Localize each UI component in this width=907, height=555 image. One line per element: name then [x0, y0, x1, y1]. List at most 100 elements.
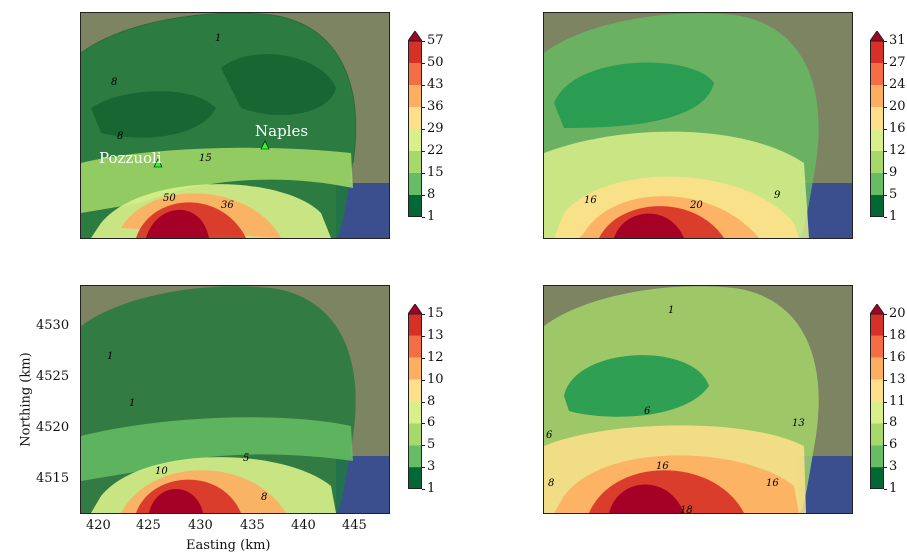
- x-tick-label: 425: [136, 518, 161, 533]
- colorbar-tick-mark: [422, 151, 425, 152]
- contour-label: 1: [107, 351, 113, 362]
- colorbar-tick-mark: [422, 63, 425, 64]
- colorbar-segment: [870, 379, 884, 402]
- colorbar-segment: [408, 335, 422, 358]
- colorbar-tick-mark: [422, 129, 425, 130]
- colorbar-tick-label: 8: [889, 415, 898, 431]
- colorbar-border: [408, 313, 422, 489]
- colorbar-tick-mark: [422, 85, 425, 86]
- colorbar-segment: [408, 107, 422, 129]
- colorbar-tick-mark: [884, 63, 887, 64]
- colorbar-segment: [870, 85, 884, 107]
- colorbar-tick-mark: [422, 357, 425, 359]
- colorbar-tick-mark: [422, 107, 425, 108]
- x-axis-label: Easting (km): [186, 538, 271, 553]
- colorbar-tick-mark: [884, 357, 887, 359]
- contour-label: 18: [680, 505, 693, 513]
- contour-label: 8: [548, 478, 554, 489]
- colorbar-tick-mark: [884, 195, 887, 196]
- colorbar-tick-label: 11: [889, 393, 906, 409]
- colorbar-border: [408, 40, 422, 217]
- colorbar-tick-mark: [884, 314, 887, 315]
- colorbar-tick-mark: [884, 217, 887, 218]
- colorbar-tick-label: 13: [889, 371, 906, 387]
- colorbar-tick-label: 50: [427, 55, 444, 70]
- colorbar-tick-label: 1: [427, 209, 436, 224]
- colorbar-tick-label: 29: [427, 121, 444, 136]
- colorbar-tick-mark: [422, 217, 425, 218]
- colorbar-extend-cap: [870, 31, 884, 42]
- contour-label: 8: [261, 492, 267, 503]
- colorbar-segment: [408, 63, 422, 85]
- colorbar-tick-label: 5: [427, 437, 436, 453]
- colorbar-tick-label: 12: [427, 349, 444, 365]
- map-panel-bottom-left: 1 1 5 10 8: [80, 285, 390, 514]
- colorbar-tick-mark: [422, 423, 425, 425]
- colorbar-tick-label: 31: [889, 33, 906, 48]
- colorbar-segment: [870, 195, 884, 217]
- map-panel-bottom-right: 1 6 13 16 16 18 8 6: [543, 285, 853, 514]
- map-panel-top-left: 1 8 8 15 36 50 Naples Pozzuoli: [80, 12, 390, 239]
- colorbar-border: [870, 40, 884, 217]
- colorbar-extend-cap: [408, 304, 422, 315]
- colorbar-segment: [870, 357, 884, 380]
- colorbar-segment: [408, 357, 422, 380]
- colorbar-tick-mark: [884, 151, 887, 152]
- contour-label: 9: [774, 190, 781, 201]
- colorbar-tick-label: 1: [889, 209, 898, 224]
- colorbar-tick-mark: [422, 401, 425, 403]
- colorbar-scale: [408, 304, 422, 489]
- colorbar-tick-mark: [422, 445, 425, 447]
- colorbar-tick-label: 20: [889, 306, 906, 321]
- contour-label: 6: [644, 406, 651, 417]
- colorbar-tick-mark: [422, 379, 425, 381]
- colorbar-tick-mark: [422, 335, 425, 337]
- contour-label: 13: [792, 418, 805, 429]
- y-tick-label: 4530: [36, 318, 70, 333]
- contour-label: 50: [163, 193, 176, 204]
- colorbar-tick-mark: [422, 489, 425, 490]
- colorbar-tick-mark: [884, 129, 887, 130]
- colorbar-tick-label: 15: [427, 165, 444, 180]
- colorbar-tick-label: 13: [427, 327, 444, 343]
- contour-label: 1: [668, 305, 674, 316]
- colorbar-segment: [870, 445, 884, 468]
- colorbar-tick-mark: [422, 173, 425, 174]
- colorbar-tick-label: 6: [427, 415, 436, 431]
- colorbar-segment: [870, 151, 884, 173]
- colorbar-tick-label: 57: [427, 33, 444, 48]
- colorbar-tick-label: 27: [889, 55, 906, 70]
- colorbar-tick-label: 16: [889, 121, 906, 136]
- place-label-naples: Naples: [255, 122, 308, 140]
- colorbar-tick-mark: [884, 41, 887, 42]
- colorbar-segment: [870, 401, 884, 424]
- contour-label: 1: [129, 398, 135, 409]
- contour-label: 5: [243, 453, 249, 464]
- colorbar-tick-label: 16: [889, 349, 906, 365]
- colorbar-top-right: 31 27 24 20 16 12 9 5 1: [870, 31, 906, 223]
- contour-label: 16: [766, 478, 779, 489]
- colorbar-segment: [870, 129, 884, 151]
- colorbar-segment: [870, 335, 884, 358]
- x-tick-label: 430: [188, 518, 213, 533]
- colorbar-tick-label: 43: [427, 77, 444, 92]
- colorbar-border: [870, 313, 884, 489]
- colorbar-tick-label: 8: [427, 187, 436, 202]
- y-axis-label: Northing (km): [18, 352, 34, 447]
- colorbar-scale: [870, 31, 884, 217]
- colorbar-tick-mark: [884, 401, 887, 403]
- colorbar-tick-mark: [422, 314, 425, 315]
- colorbar-tick-label: 20: [889, 99, 906, 114]
- contour-label: 16: [584, 195, 597, 206]
- colorbar-tick-label: 18: [889, 327, 906, 343]
- hazard-map-top-left: 1 8 8 15 36 50 Naples Pozzuoli: [81, 13, 389, 238]
- colorbar-tick-mark: [884, 489, 887, 490]
- colorbar-segment: [408, 401, 422, 424]
- contour-label: 8: [111, 77, 117, 88]
- colorbar-tick-mark: [884, 445, 887, 447]
- colorbar-tick-label: 15: [427, 306, 444, 321]
- colorbar-segment: [408, 173, 422, 195]
- contour-label: 16: [656, 461, 669, 472]
- colorbar-tick-label: 22: [427, 143, 444, 158]
- x-tick-label: 420: [86, 518, 111, 533]
